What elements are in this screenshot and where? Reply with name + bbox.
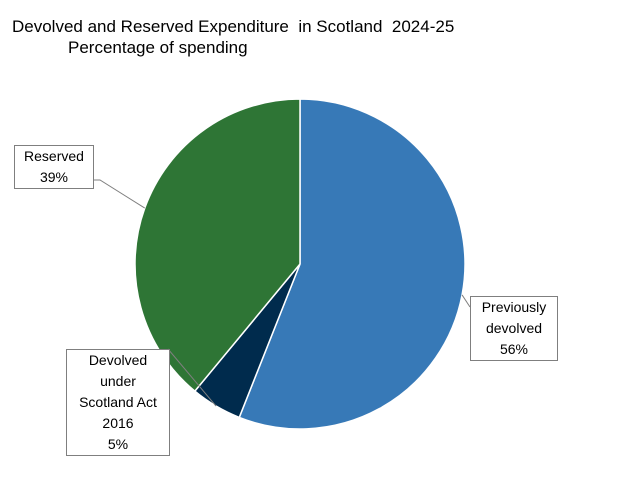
label-line: Reserved xyxy=(24,148,84,164)
label-value: 39% xyxy=(39,169,69,185)
label-value: 56% xyxy=(499,341,529,357)
label-scotland-act: Devolved under Scotland Act 2016 5% xyxy=(66,349,170,456)
label-line: Scotland Act xyxy=(79,394,157,410)
chart-title: Devolved and Reserved Expenditure in Sco… xyxy=(12,17,455,36)
leader-line xyxy=(167,348,217,407)
label-line: Previously xyxy=(481,299,547,315)
label-value: 5% xyxy=(107,436,129,452)
label-reserved: Reserved 39% xyxy=(14,145,94,189)
leader-line xyxy=(461,294,471,308)
leader-line xyxy=(92,179,146,209)
label-line: 2016 xyxy=(102,415,134,431)
label-line: Devolved xyxy=(88,352,148,368)
chart-subtitle: Percentage of spending xyxy=(68,38,248,57)
label-line: devolved xyxy=(485,320,543,336)
pie-slice-previously-devolved xyxy=(238,98,466,430)
label-previously-devolved: Previously devolved 56% xyxy=(470,296,558,361)
label-line: under xyxy=(100,373,136,389)
